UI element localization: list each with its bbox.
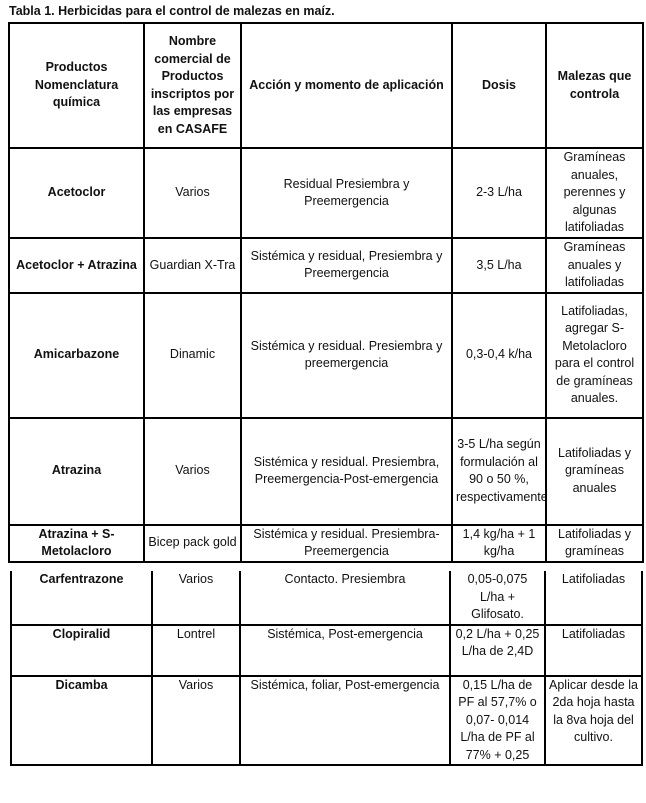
cell-dosis: 0,05-0,075 L/ha + Glifosato.: [449, 571, 546, 626]
cell-accion: Sistémica y residual. Presiembra, Preeme…: [240, 416, 453, 526]
cell-dosis: 3,5 L/ha: [451, 237, 547, 294]
cell-dosis: 1,4 kg/ha + 1 kg/ha: [451, 523, 547, 563]
cell-accion: Residual Presiembra y Preemergencia: [240, 147, 453, 239]
cell-malezas: Latifoliadas, agregar S-Metolacloro para…: [545, 291, 644, 419]
cell-producto: Acetoclor + Atrazina: [8, 237, 145, 294]
table-title: Tabla 1. Herbicidas para el control de m…: [9, 4, 335, 18]
cell-accion: Sistémica y residual. Presiembra-Preemer…: [240, 523, 453, 563]
cell-accion: Sistémica y residual. Presiembra y preem…: [240, 291, 453, 419]
cell-nombre: Guardian X-Tra: [143, 237, 242, 294]
cell-malezas: Gramíneas anuales y latifoliadas: [545, 237, 644, 294]
cell-dosis: 3-5 L/ha según formulación al 90 o 50 %,…: [451, 416, 547, 526]
cell-producto: Clopiralid: [10, 623, 153, 677]
cell-producto: Dicamba: [10, 674, 153, 766]
table-row: Atrazina + S-Metolacloro Bicep pack gold…: [8, 523, 644, 563]
header-row: Productos Nomenclatura química Nombre co…: [8, 22, 644, 149]
cell-producto: Amicarbazone: [8, 291, 145, 419]
cell-dosis: 0,3-0,4 k/ha: [451, 291, 547, 419]
cell-malezas: Gramíneas anuales, perennes y algunas la…: [545, 147, 644, 239]
cell-nombre: Varios: [151, 674, 241, 766]
cell-producto: Carfentrazone: [10, 571, 153, 626]
cell-producto: Acetoclor: [8, 147, 145, 239]
cell-malezas: Latifoliadas y gramíneas anuales: [545, 416, 644, 526]
cell-malezas: Latifoliadas: [544, 571, 643, 626]
cell-nombre: Lontrel: [151, 623, 241, 677]
herbicide-table: Productos Nomenclatura química Nombre co…: [8, 22, 644, 563]
table-row: Dicamba Varios Sistémica, foliar, Post-e…: [10, 674, 643, 766]
cell-malezas: Latifoliadas: [544, 623, 643, 677]
cell-dosis: 0,2 L/ha + 0,25 L/ha de 2,4D: [449, 623, 546, 677]
cell-malezas: Aplicar desde la 2da hoja hasta la 8va h…: [544, 674, 643, 766]
table-row: Amicarbazone Dinamic Sistémica y residua…: [8, 291, 644, 419]
cell-nombre: Varios: [143, 147, 242, 239]
cell-nombre: Varios: [143, 416, 242, 526]
table-row: Clopiralid Lontrel Sistémica, Post-emerg…: [10, 623, 643, 677]
cell-accion: Sistémica, Post-emergencia: [239, 623, 451, 677]
cell-nombre: Dinamic: [143, 291, 242, 419]
cell-nombre: Varios: [151, 571, 241, 626]
cell-accion: Sistémica, foliar, Post-emergencia: [239, 674, 451, 766]
header-dosis: Dosis: [451, 22, 547, 149]
table-row: Acetoclor Varios Residual Presiembra y P…: [8, 147, 644, 239]
table-row: Carfentrazone Varios Contacto. Presiembr…: [10, 571, 643, 626]
cell-malezas: Latifoliadas y gramíneas: [545, 523, 644, 563]
cell-accion: Contacto. Presiembra: [239, 571, 451, 626]
header-producto: Productos Nomenclatura química: [8, 22, 145, 149]
herbicide-table-continued: Carfentrazone Varios Contacto. Presiembr…: [10, 571, 643, 766]
cell-nombre: Bicep pack gold: [143, 523, 242, 563]
cell-dosis: 0,15 L/ha de PF al 57,7% o 0,07- 0,014 L…: [449, 674, 546, 766]
header-malezas: Malezas que controla: [545, 22, 644, 149]
cell-producto: Atrazina + S-Metolacloro: [8, 523, 145, 563]
table-row: Atrazina Varios Sistémica y residual. Pr…: [8, 416, 644, 526]
cell-dosis: 2-3 L/ha: [451, 147, 547, 239]
cell-accion: Sistémica y residual, Presiembra y Preem…: [240, 237, 453, 294]
header-nombre: Nombre comercial de Productos inscriptos…: [143, 22, 242, 149]
header-accion: Acción y momento de aplicación: [240, 22, 453, 149]
table-row: Acetoclor + Atrazina Guardian X-Tra Sist…: [8, 237, 644, 294]
cell-producto: Atrazina: [8, 416, 145, 526]
